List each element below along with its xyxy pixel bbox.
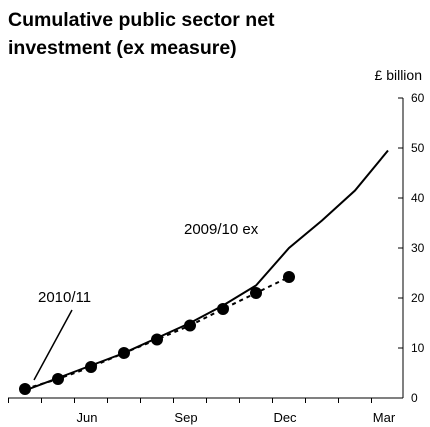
point-2010-11 (283, 271, 295, 283)
y-tick-label: 50 (411, 141, 425, 155)
x-tick-label: Jun (77, 410, 98, 425)
x-tick-label: Mar (373, 410, 396, 425)
chart-title: Cumulative public sector net investment … (8, 9, 275, 59)
y-tick-label: 30 (411, 241, 425, 255)
point-2010-11 (184, 319, 196, 332)
annotation-2009-10: 2009/10 ex (184, 221, 259, 238)
point-2010-11 (217, 303, 229, 315)
series-line-2009-10 (24, 149, 389, 392)
point-2010-11 (19, 383, 31, 395)
point-2010-11 (52, 373, 64, 385)
point-2010-11 (250, 287, 262, 299)
x-tick-label: Dec (273, 410, 297, 425)
point-2010-11 (85, 361, 97, 373)
x-tick-label: Sep (174, 410, 197, 425)
y-tick-label: 60 (411, 91, 425, 105)
y-tick-label: 0 (411, 391, 418, 405)
y-tick-label: 40 (411, 191, 425, 205)
annotation-2010-11: 2010/11 (38, 289, 91, 306)
y-tick-label: 10 (411, 341, 425, 355)
point-2010-11 (118, 347, 130, 359)
y-axis-label: £ billion (375, 67, 422, 83)
y-tick-label: 20 (411, 291, 425, 305)
point-2010-11 (151, 333, 163, 346)
annotation-2010-11-leader (33, 309, 73, 381)
